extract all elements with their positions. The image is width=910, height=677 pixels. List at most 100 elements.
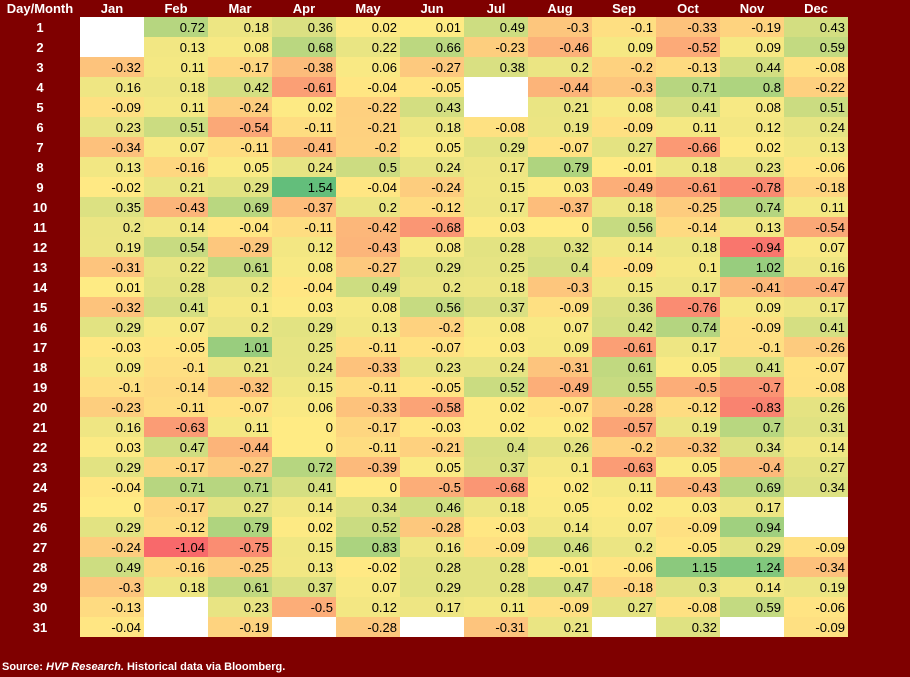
heatmap-cell: 0.28 [464,557,528,577]
heatmap-cell: -0.63 [144,417,208,437]
heatmap-cell: 0.16 [80,77,144,97]
table-row: 4 0.16 0.18 0.42 -0.61 -0.04 -0.05 -0.44 -0.3 0.7… [0,77,848,97]
heatmap-cell: 0.21 [528,97,592,117]
heatmap-cell: 0.05 [528,497,592,517]
heatmap-cell: -0.1 [592,17,656,37]
heatmap-cell: 0.72 [144,17,208,37]
heatmap-cell: -0.08 [464,117,528,137]
heatmap-cell: -0.11 [336,437,400,457]
heatmap-cell: -0.22 [336,97,400,117]
heatmap-cell: -0.42 [336,217,400,237]
heatmap-cell [272,617,336,637]
heatmap-cell: 0.36 [592,297,656,317]
heatmap-cell: -0.09 [592,117,656,137]
heatmap-cell: 0.18 [144,577,208,597]
heatmap-cell: 0.19 [656,417,720,437]
heatmap-cell: -0.2 [592,437,656,457]
heatmap-cell: 0.07 [592,517,656,537]
heatmap-cell: -0.34 [80,137,144,157]
row-header-day-19: 19 [0,377,80,397]
heatmap-cell: -0.24 [208,97,272,117]
heatmap-cell: -0.54 [784,217,848,237]
row-header-day-18: 18 [0,357,80,377]
heatmap-cell: 0.14 [272,497,336,517]
heatmap-cell: 0.2 [528,57,592,77]
footer-band [0,657,910,677]
heatmap-cell: -0.61 [592,337,656,357]
heatmap-cell: -0.09 [528,597,592,617]
heatmap-cell: 0.42 [208,77,272,97]
heatmap-cell: 0.18 [400,117,464,137]
heatmap-cell: -0.43 [336,237,400,257]
heatmap-cell: -0.5 [400,477,464,497]
heatmap-cell: 0.16 [80,417,144,437]
heatmap-cell: 0 [272,417,336,437]
row-header-day-27: 27 [0,537,80,557]
heatmap-cell: 0.46 [528,537,592,557]
heatmap-cell: -0.02 [80,177,144,197]
heatmap-cell: 0.24 [784,117,848,137]
heatmap-cell: 0.13 [80,157,144,177]
row-header-day-10: 10 [0,197,80,217]
table-row: 15 -0.32 0.41 0.1 0.03 0.08 0.56 0.37 -0.09 0.36-… [0,297,848,317]
heatmap-cell: 0.56 [592,217,656,237]
heatmap-cell: -0.07 [528,137,592,157]
heatmap-cell: 0.03 [656,497,720,517]
heatmap-cell: 0.01 [80,277,144,297]
heatmap-cell: -0.1 [720,337,784,357]
heatmap-cell: -0.83 [720,397,784,417]
heatmap-cell: 0.3 [656,577,720,597]
heatmap-cell: 0.11 [464,597,528,617]
heatmap-cell: -0.33 [656,17,720,37]
heatmap-cell: -0.06 [784,157,848,177]
heatmap-cell: -0.2 [592,57,656,77]
column-header-jan: Jan [80,0,144,17]
heatmap-cell: 0.4 [464,437,528,457]
heatmap-cell: -0.17 [144,457,208,477]
heatmap-cell: 0.83 [336,537,400,557]
heatmap-cell: 0.71 [208,477,272,497]
table-row: 2 0.13 0.08 0.68 0.22 0.66 -0.23 -0.46 0.09 -0.52… [0,37,848,57]
heatmap-cell: 0.44 [720,57,784,77]
heatmap-cell: -0.57 [592,417,656,437]
heatmap-cell: 0.27 [592,137,656,157]
table-row: 7 -0.34 0.07 -0.11 -0.41 -0.2 0.05 0.29 -0.07 0.2… [0,137,848,157]
table-row: 18 0.09 -0.1 0.21 0.24 -0.33 0.23 0.24 -0.31 0.61… [0,357,848,377]
heatmap-cell: -0.08 [656,597,720,617]
heatmap-cell: 0.26 [528,437,592,457]
table-row: 10 0.35 -0.43 0.69 -0.37 0.2 -0.12 0.17 -0.37 0.1… [0,197,848,217]
heatmap-cell: 0.21 [144,177,208,197]
heatmap-cell: 0.24 [272,157,336,177]
table-row: 3 -0.32 0.11 -0.17 -0.38 0.06 -0.27 0.38 0.2 -0.2… [0,57,848,77]
heatmap-cell [80,37,144,57]
heatmap-cell: -0.25 [208,557,272,577]
heatmap-cell: -0.27 [336,257,400,277]
heatmap-cell: 0.09 [528,337,592,357]
heatmap-cell: 0.52 [336,517,400,537]
heatmap-cell: 0.07 [528,317,592,337]
table-row: 21 0.16 -0.63 0.11 0 -0.17 -0.03 0.02 0.02 -0.57 0… [0,417,848,437]
heatmap-cell: 0.13 [272,557,336,577]
heatmap-cell: -0.61 [656,177,720,197]
heatmap-cell: 0.47 [144,437,208,457]
heatmap-cell: 0.27 [208,497,272,517]
heatmap-cell: -0.09 [784,537,848,557]
heatmap-cell: -0.61 [272,77,336,97]
heatmap-cell: 0.28 [400,557,464,577]
heatmap-cell: 0.8 [720,77,784,97]
heatmap-cell: -0.32 [208,377,272,397]
heatmap-cell: 0.02 [528,477,592,497]
heatmap-cell: 0.42 [592,317,656,337]
heatmap-cell: 0.05 [208,157,272,177]
heatmap-cell: -0.68 [464,477,528,497]
column-header-jul: Jul [464,0,528,17]
heatmap-cell: -0.12 [656,397,720,417]
heatmap-cell: -0.03 [464,517,528,537]
heatmap-cell: -0.06 [592,557,656,577]
heatmap-cell: -0.44 [208,437,272,457]
heatmap-cell: 0.07 [784,237,848,257]
row-header-day-6: 6 [0,117,80,137]
heatmap-cell: 0.37 [464,297,528,317]
heatmap-cell: 0.12 [336,597,400,617]
heatmap-cell: 0.23 [720,157,784,177]
